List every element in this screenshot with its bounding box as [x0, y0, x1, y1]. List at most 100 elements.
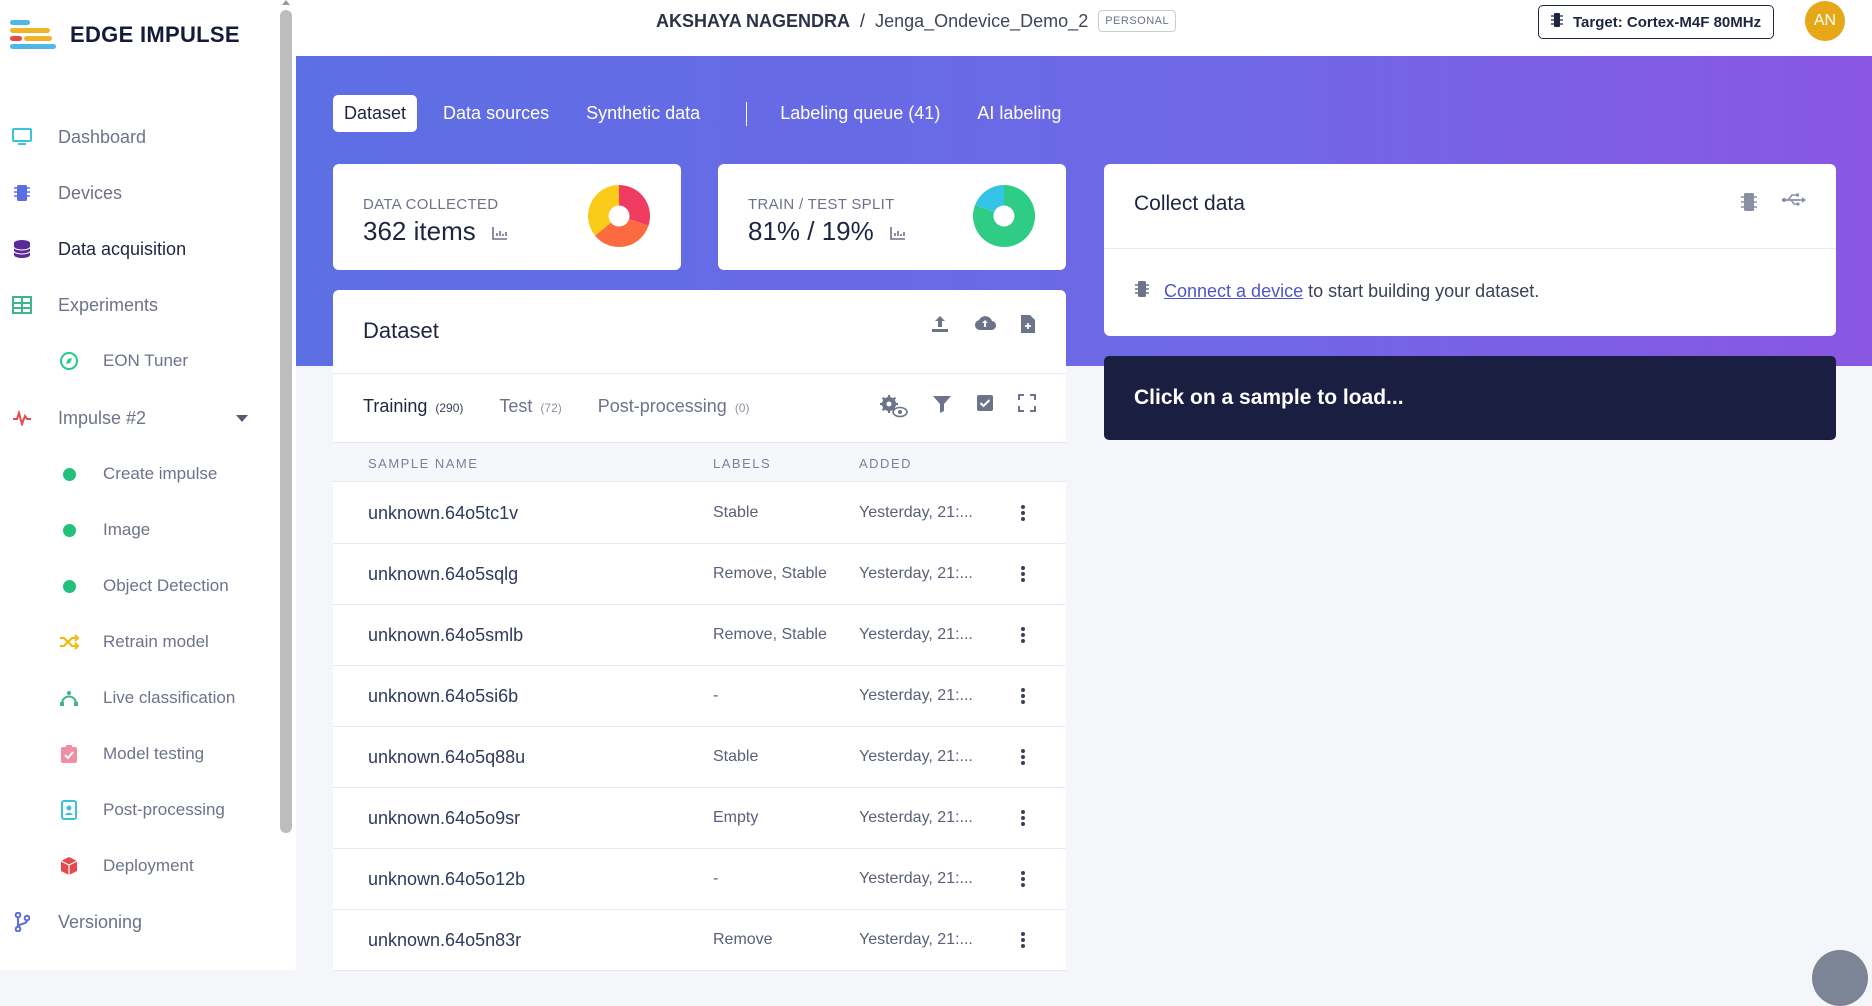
sidebar-item-impulse[interactable]: Impulse #2: [0, 398, 278, 438]
tab-dataset[interactable]: Dataset: [333, 95, 418, 132]
sample-added: Yesterday, 21:...: [859, 931, 973, 948]
chevron-down-icon[interactable]: [236, 415, 248, 422]
sample-labels: Stable: [713, 748, 759, 765]
target-device-button[interactable]: Target: Cortex-M4F 80MHz: [1538, 5, 1775, 39]
table-row[interactable]: unknown.64o5o12b - Yesterday, 21:...: [333, 849, 1066, 910]
more-options-icon[interactable]: [1021, 809, 1025, 827]
subtab-label: Test: [499, 396, 533, 416]
sample-preview-prompt: Click on a sample to load...: [1134, 386, 1404, 409]
sidebar-item-post-processing[interactable]: Post-processing: [0, 790, 278, 830]
sidebar-item-label: Retrain model: [103, 632, 209, 651]
topbar: [296, 0, 1872, 56]
sidebar-item-data-acquisition[interactable]: Data acquisition: [0, 229, 278, 269]
expand-icon[interactable]: [1018, 394, 1036, 418]
subtab-post-processing[interactable]: Post-processing (0): [598, 396, 750, 417]
select-checkbox-icon[interactable]: [976, 394, 994, 418]
sidebar-item-versioning[interactable]: Versioning: [0, 902, 278, 942]
sample-added: Yesterday, 21:...: [859, 565, 973, 582]
collect-data-panel: Collect data Connect a device to start b…: [1104, 164, 1836, 336]
table-row[interactable]: unknown.64o5q88u Stable Yesterday, 21:..…: [333, 727, 1066, 788]
sidebar-item-label: Image: [103, 520, 151, 539]
help-button[interactable]: [1812, 950, 1868, 1006]
connect-device-link[interactable]: Connect a device: [1164, 281, 1304, 301]
breadcrumb-project[interactable]: Jenga_Ondevice_Demo_2: [875, 10, 1089, 31]
table-row[interactable]: unknown.64o5smlb Remove, Stable Yesterda…: [333, 605, 1066, 666]
subtab-training[interactable]: Training (290): [363, 396, 463, 417]
data-collected-count: 362 items: [363, 216, 476, 246]
table-row[interactable]: unknown.64o5o9sr Empty Yesterday, 21:...: [333, 788, 1066, 849]
sample-name[interactable]: unknown.64o5tc1v: [368, 503, 519, 523]
usb-icon[interactable]: [1782, 192, 1806, 212]
brand-name: EDGE IMPULSE: [70, 22, 240, 47]
chart-icon[interactable]: [491, 216, 508, 247]
sidebar-item-image[interactable]: Image: [0, 510, 278, 550]
dataset-actions: [906, 314, 1036, 334]
more-options-icon[interactable]: [1021, 748, 1025, 766]
more-options-icon[interactable]: [1021, 626, 1025, 644]
divider: [333, 373, 1066, 374]
table-row[interactable]: unknown.64o5tc1v Stable Yesterday, 21:..…: [333, 483, 1066, 544]
sidebar-item-retrain-model[interactable]: Retrain model: [0, 622, 278, 662]
sidebar-item-eon-tuner[interactable]: EON Tuner: [0, 341, 278, 381]
tab-labeling-queue[interactable]: Labeling queue (41): [780, 103, 941, 123]
sample-added: Yesterday, 21:...: [859, 870, 973, 887]
sample-name[interactable]: unknown.64o5sqlg: [368, 564, 519, 584]
green-dot-icon: [58, 463, 80, 485]
sidebar-item-devices[interactable]: Devices: [0, 173, 278, 213]
sidebar-item-deployment[interactable]: Deployment: [0, 846, 278, 886]
gear-eye-icon[interactable]: [878, 394, 908, 418]
sidebar-item-label: Live classification: [103, 688, 236, 707]
data-collected-value: 362 items: [363, 216, 508, 247]
sidebar-item-label: Devices: [58, 182, 123, 203]
column-header-sample-name[interactable]: SAMPLE NAME: [368, 456, 479, 471]
column-header-added[interactable]: ADDED: [859, 456, 913, 471]
more-options-icon[interactable]: [1021, 687, 1025, 705]
subtab-test[interactable]: Test (72): [499, 396, 561, 417]
sidebar-item-label: Object Detection: [103, 576, 229, 595]
brand-logo[interactable]: EDGE IMPULSE: [10, 18, 240, 52]
avatar[interactable]: AN: [1805, 1, 1845, 41]
scrollbar-thumb[interactable]: [280, 10, 292, 833]
sidebar-item-dashboard[interactable]: Dashboard: [0, 117, 278, 157]
breadcrumb-user[interactable]: AKSHAYA NAGENDRA: [656, 10, 851, 31]
sidebar-item-label: Create impulse: [103, 464, 218, 483]
sample-labels: Remove, Stable: [713, 565, 827, 582]
bezier-icon: [58, 687, 80, 709]
sample-name[interactable]: unknown.64o5si6b: [368, 686, 519, 706]
sample-labels: -: [713, 687, 719, 704]
sidebar-item-label: Impulse #2: [58, 407, 147, 428]
more-options-icon[interactable]: [1021, 565, 1025, 583]
sidebar-item-label: Post-processing: [103, 800, 225, 819]
tab-data-sources[interactable]: Data sources: [443, 103, 550, 123]
sample-name[interactable]: unknown.64o5q88u: [368, 747, 526, 767]
cloud-upload-icon[interactable]: [974, 314, 996, 334]
file-export-icon[interactable]: [1020, 314, 1036, 334]
sidebar-item-create-impulse[interactable]: Create impulse: [0, 454, 278, 494]
chip-icon[interactable]: [1740, 192, 1758, 212]
sample-name[interactable]: unknown.64o5n83r: [368, 930, 522, 950]
sidebar-item-live-classification[interactable]: Live classification: [0, 678, 278, 718]
more-options-icon[interactable]: [1021, 504, 1025, 522]
tab-ai-labeling[interactable]: AI labeling: [977, 103, 1062, 123]
sidebar-item-object-detection[interactable]: Object Detection: [0, 566, 278, 606]
sample-name[interactable]: unknown.64o5smlb: [368, 625, 524, 645]
subtab-label: Post-processing: [597, 396, 727, 416]
table-row[interactable]: unknown.64o5n83r Remove Yesterday, 21:..…: [333, 910, 1066, 971]
sidebar-item-model-testing[interactable]: Model testing: [0, 734, 278, 774]
column-header-labels[interactable]: LABELS: [713, 456, 772, 471]
filter-icon[interactable]: [932, 394, 952, 418]
scroll-up-arrow-icon[interactable]: [282, 0, 290, 5]
upload-icon[interactable]: [930, 314, 950, 334]
branch-icon: [11, 911, 33, 933]
train-test-split-value: 81% / 19%: [748, 216, 906, 247]
table-row[interactable]: unknown.64o5si6b - Yesterday, 21:...: [333, 666, 1066, 727]
tab-synthetic-data[interactable]: Synthetic data: [586, 103, 701, 123]
sidebar-item-experiments[interactable]: Experiments: [0, 285, 278, 325]
chip-icon: [11, 182, 33, 204]
sample-name[interactable]: unknown.64o5o12b: [368, 869, 526, 889]
table-row[interactable]: unknown.64o5sqlg Remove, Stable Yesterda…: [333, 544, 1066, 605]
chart-icon[interactable]: [889, 216, 906, 247]
more-options-icon[interactable]: [1021, 931, 1025, 949]
sample-name[interactable]: unknown.64o5o9sr: [368, 808, 521, 828]
more-options-icon[interactable]: [1021, 870, 1025, 888]
